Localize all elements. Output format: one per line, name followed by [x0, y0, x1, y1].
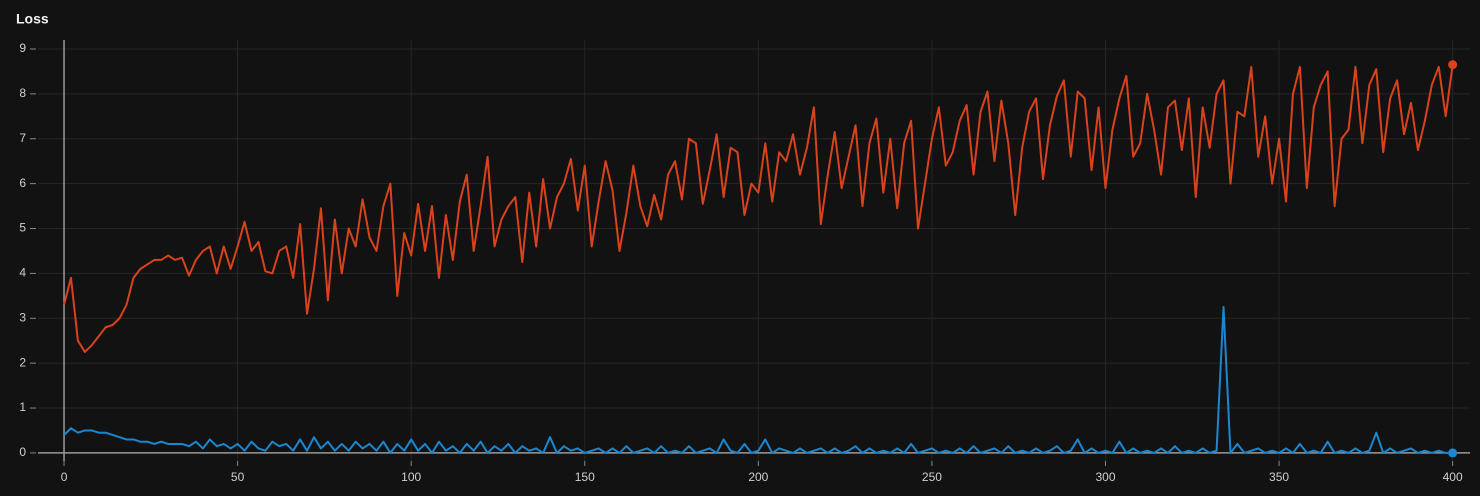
y-tick-label: 9 [19, 41, 26, 55]
x-tick-label: 300 [1095, 470, 1115, 484]
x-tick-label: 200 [748, 470, 768, 484]
y-tick-label: 8 [19, 86, 26, 100]
y-tick-label: 1 [19, 400, 26, 414]
x-tick-label: 0 [61, 470, 68, 484]
end-point [1448, 60, 1458, 70]
series-line [63, 306, 1453, 454]
series-line [63, 64, 1454, 353]
y-tick-label: 7 [19, 131, 26, 145]
end-point [1448, 448, 1458, 458]
y-tick-label: 0 [19, 445, 26, 459]
y-tick-label: 2 [19, 355, 26, 369]
y-tick-label: 3 [19, 310, 26, 324]
chart-title: Loss [16, 11, 49, 27]
x-tick-label: 400 [1443, 470, 1463, 484]
y-tick-label: 6 [19, 176, 26, 190]
x-tick-label: 350 [1269, 470, 1289, 484]
y-tick-label: 4 [19, 266, 26, 280]
x-tick-label: 150 [575, 470, 595, 484]
x-tick-label: 50 [231, 470, 245, 484]
x-tick-label: 250 [922, 470, 942, 484]
y-tick-label: 5 [19, 221, 26, 235]
x-tick-label: 100 [401, 470, 421, 484]
